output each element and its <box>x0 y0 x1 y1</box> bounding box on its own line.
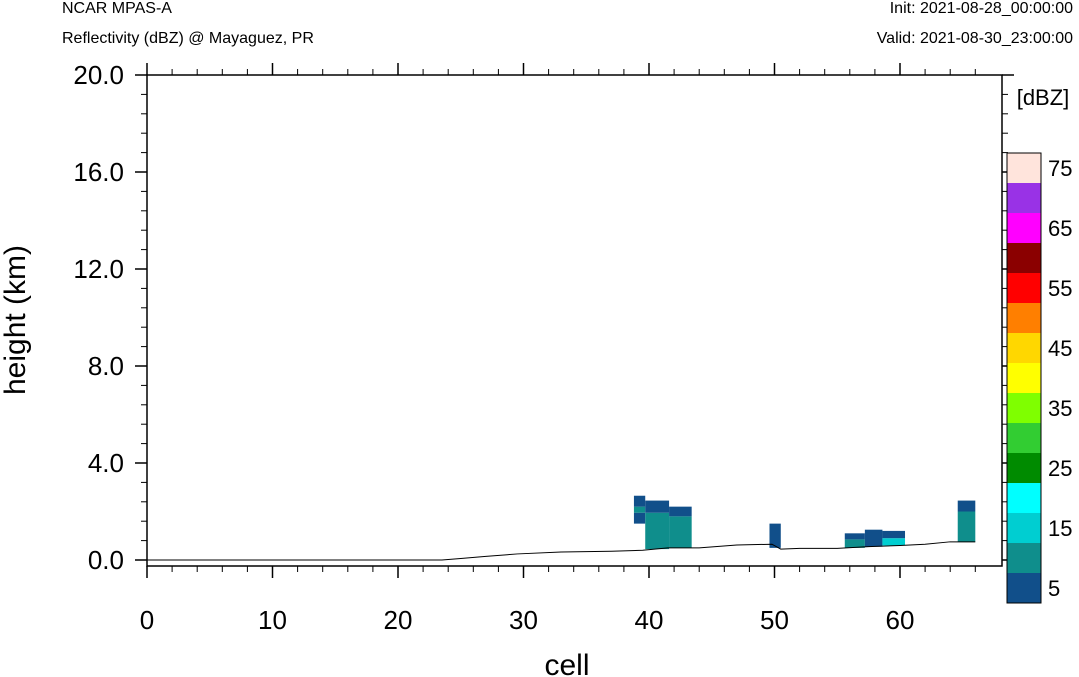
reflectivity-cell <box>844 533 865 540</box>
colorbar-swatch <box>1007 483 1041 513</box>
colorbar-tick-label: 25 <box>1048 456 1072 481</box>
colorbar-swatch <box>1007 453 1041 483</box>
reflectivity-cell <box>882 530 906 539</box>
reflectivity-cell <box>882 538 906 546</box>
reflectivity-cell <box>645 512 670 550</box>
chart-subtitle: Reflectivity (dBZ) @ Mayaguez, PR <box>62 30 314 47</box>
colorbar-swatch <box>1007 393 1041 423</box>
colorbar-swatch <box>1007 363 1041 393</box>
x-tick-label: 20 <box>384 605 413 635</box>
reflectivity-cell <box>769 523 781 548</box>
reflectivity-cell <box>669 506 692 517</box>
colorbar-swatch <box>1007 183 1041 213</box>
colorbar-label: [dBZ] <box>1017 85 1070 110</box>
reflectivity-cell <box>633 506 646 513</box>
terrain-line <box>147 541 976 561</box>
colorbar-swatch <box>1007 273 1041 303</box>
valid-time-label: Valid: 2021-08-30_23:00:00 <box>876 30 1073 47</box>
colorbar-swatch <box>1007 333 1041 363</box>
y-tick-label: 16.0 <box>73 157 124 187</box>
y-tick-label: 4.0 <box>88 448 124 478</box>
colorbar-tick-label: 5 <box>1048 576 1060 601</box>
y-tick-label: 8.0 <box>88 351 124 381</box>
x-tick-label: 30 <box>509 605 538 635</box>
reflectivity-cell <box>669 516 692 548</box>
colorbar-frame <box>1006 152 1042 604</box>
colorbar-tick-label: 45 <box>1048 336 1072 361</box>
colorbar-swatch <box>1007 153 1041 183</box>
init-time-label: Init: 2021-08-28_00:00:00 <box>889 0 1073 17</box>
reflectivity-cell <box>633 512 646 524</box>
colorbar-swatch <box>1007 303 1041 333</box>
reflectivity-cell <box>645 500 670 513</box>
reflectivity-cell <box>957 500 976 512</box>
colorbar-tick-label: 55 <box>1048 276 1072 301</box>
colorbar-swatch <box>1007 513 1041 543</box>
x-axis-label: cell <box>544 649 589 677</box>
terrain-profile <box>147 541 976 561</box>
x-tick-label: 50 <box>760 605 789 635</box>
y-axis-label: height (km) <box>0 245 32 395</box>
plot-axes: 0 10 20 30 40 50 60 0.0 4.0 8.0 12.0 16.0 20.0 cell he… <box>0 60 1014 677</box>
x-tick-label: 40 <box>635 605 664 635</box>
plot-frame <box>146 74 1003 567</box>
colorbar-swatch <box>1007 543 1041 573</box>
x-tick-label: 10 <box>258 605 287 635</box>
x-tick-label: 60 <box>886 605 915 635</box>
colorbar: 5 15 25 35 45 55 65 75 [dBZ] <box>1006 85 1072 604</box>
colorbar-tick-label: 15 <box>1048 516 1072 541</box>
colorbar-swatch <box>1007 213 1041 243</box>
y-tick-label: 12.0 <box>73 254 124 284</box>
colorbar-swatch <box>1007 243 1041 273</box>
colorbar-tick-label: 65 <box>1048 216 1072 241</box>
reflectivity-cell <box>957 511 976 542</box>
colorbar-swatch <box>1007 573 1041 603</box>
y-tick-label: 0.0 <box>88 545 124 575</box>
reflectivity-cell <box>844 539 865 548</box>
colorbar-tick-label: 75 <box>1048 156 1072 181</box>
reflectivity-cells <box>633 495 976 550</box>
x-tick-label: 0 <box>140 605 154 635</box>
chart-title: NCAR MPAS-A <box>62 0 172 17</box>
y-tick-label: 20.0 <box>73 60 124 90</box>
reflectivity-cell <box>864 529 883 547</box>
colorbar-tick-label: 35 <box>1048 396 1072 421</box>
colorbar-swatch <box>1007 423 1041 453</box>
reflectivity-cell <box>633 495 646 507</box>
